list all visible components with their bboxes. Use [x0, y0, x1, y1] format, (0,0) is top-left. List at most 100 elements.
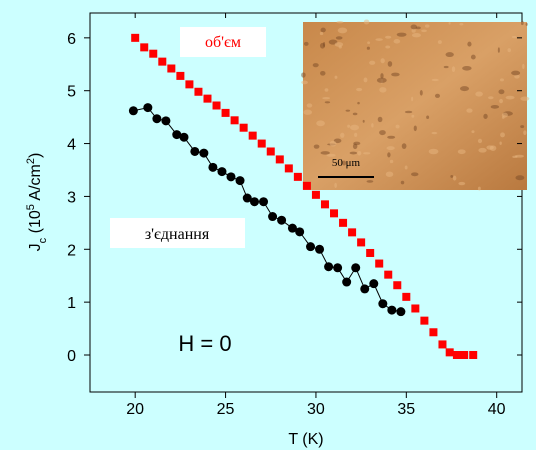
- texture-spot: [385, 35, 392, 39]
- texture-spot: [500, 132, 505, 138]
- texture-spot: [467, 41, 472, 47]
- texture-spot: [445, 52, 454, 58]
- texture-spot: [443, 65, 449, 69]
- texture-spot: [391, 72, 400, 77]
- texture-spot: [349, 124, 360, 131]
- texture-spot: [322, 41, 326, 47]
- texture-spot: [379, 130, 386, 136]
- y-label-part: ): [27, 153, 44, 158]
- texture-spot: [411, 96, 414, 102]
- x-tick-label: 35: [397, 401, 415, 418]
- inset-image: [301, 19, 530, 191]
- texture-spot: [367, 41, 371, 45]
- texture-spot: [488, 96, 494, 100]
- texture-spot: [471, 130, 475, 134]
- point: [320, 200, 329, 209]
- texture-spot: [352, 112, 358, 116]
- y-axis-label: Jc (105 A/cm2): [25, 153, 49, 252]
- point: [357, 238, 366, 247]
- y-tick-label: 4: [67, 137, 76, 154]
- texture-spot: [466, 108, 473, 113]
- texture-spot: [462, 66, 472, 71]
- x-tick-label: 30: [307, 401, 325, 418]
- point: [259, 197, 269, 207]
- texture-spot: [431, 131, 438, 135]
- texture-spot: [352, 160, 357, 163]
- texture-spot: [499, 141, 502, 146]
- texture-spot: [301, 80, 308, 85]
- point: [330, 209, 339, 218]
- texture-spot: [396, 32, 407, 37]
- texture-spot: [428, 148, 439, 155]
- texture-spot: [324, 101, 331, 104]
- texture-spot: [520, 20, 524, 26]
- y-tick-label: 2: [67, 242, 76, 259]
- point: [452, 350, 461, 359]
- point: [378, 299, 388, 309]
- texture-spot: [366, 46, 370, 50]
- texture-spot: [525, 22, 528, 26]
- point: [375, 259, 384, 268]
- texture-spot: [345, 109, 351, 112]
- point: [230, 116, 239, 125]
- x-tick-label: 40: [488, 401, 506, 418]
- point: [366, 248, 375, 257]
- texture-spot: [451, 66, 456, 73]
- texture-spot: [385, 45, 391, 49]
- point: [339, 218, 348, 227]
- texture-spot: [460, 86, 470, 92]
- texture-spot: [511, 35, 517, 39]
- texture-spot: [303, 109, 313, 115]
- x-tick-label: 20: [126, 401, 144, 418]
- texture-spot: [458, 181, 466, 186]
- texture-spot: [387, 61, 393, 67]
- texture-spot: [376, 77, 387, 83]
- point: [161, 116, 171, 126]
- point: [311, 190, 320, 199]
- texture-spot: [426, 115, 430, 120]
- texture-spot: [475, 91, 483, 97]
- point: [221, 108, 230, 117]
- texture-spot: [520, 96, 530, 101]
- point: [369, 279, 379, 289]
- texture-spot: [306, 103, 313, 108]
- point: [203, 94, 212, 103]
- point: [348, 228, 357, 237]
- texture-spot: [387, 135, 396, 139]
- point: [302, 181, 311, 190]
- point: [402, 292, 411, 301]
- point: [208, 162, 218, 172]
- texture-spot: [301, 72, 306, 78]
- point: [179, 132, 189, 142]
- texture-spot: [385, 171, 394, 177]
- y-tick-label: 6: [67, 31, 76, 48]
- texture-spot: [319, 31, 324, 36]
- point: [387, 305, 397, 315]
- texture-spot: [522, 63, 525, 70]
- point: [266, 147, 275, 156]
- texture-spot: [357, 151, 362, 156]
- point: [167, 64, 176, 73]
- texture-spot: [411, 114, 415, 118]
- texture-spot: [363, 152, 371, 155]
- point: [396, 307, 406, 317]
- point: [295, 227, 305, 237]
- texture-spot: [313, 144, 320, 149]
- point: [460, 350, 469, 359]
- texture-spot: [340, 132, 345, 138]
- texture-spot: [523, 130, 527, 136]
- texture-spot: [498, 89, 505, 95]
- point: [140, 43, 149, 52]
- texture-spot: [424, 24, 430, 28]
- texture-spot: [356, 87, 363, 92]
- texture-spot: [411, 28, 416, 33]
- point: [235, 176, 245, 186]
- texture-spot: [515, 175, 525, 181]
- point: [284, 164, 293, 173]
- texture-spot: [514, 74, 520, 79]
- texture-spot: [434, 93, 440, 98]
- texture-spot: [490, 105, 500, 109]
- point: [249, 197, 259, 207]
- texture-spot: [411, 33, 421, 38]
